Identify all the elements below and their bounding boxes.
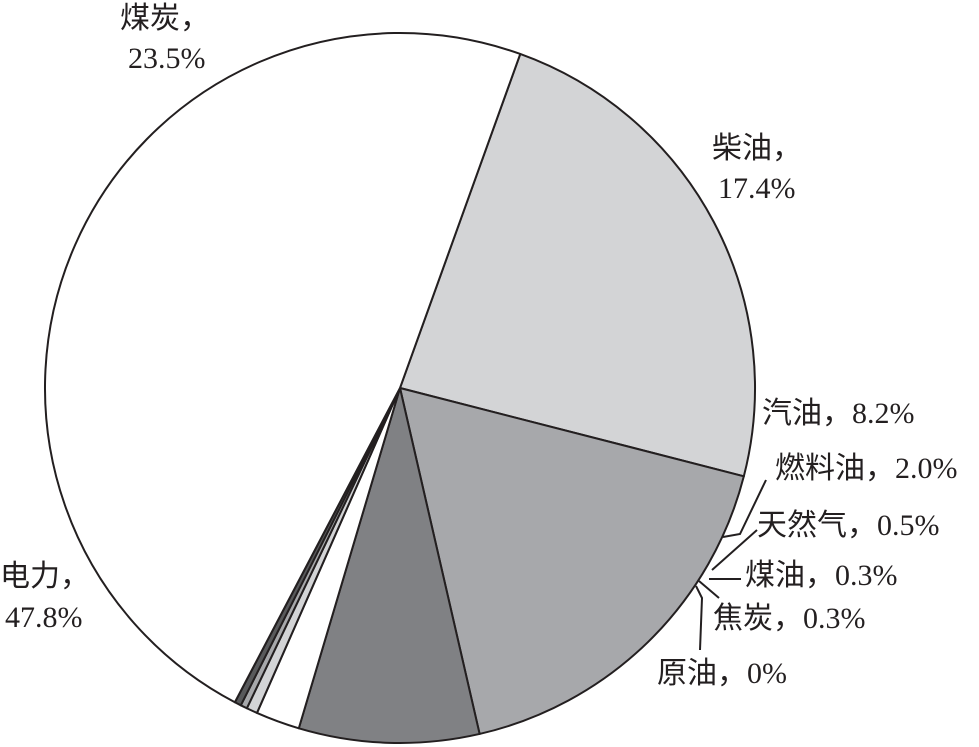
value-label: 17.4% — [718, 172, 796, 205]
data-label: 原油，0% — [657, 657, 787, 690]
pie-slice-9 — [44, 32, 522, 704]
data-label: 燃料油，2.0% — [775, 452, 958, 485]
data-label: 煤油，0.3% — [745, 559, 898, 592]
category-label: 煤炭， — [120, 2, 210, 35]
leader-line-4 — [722, 479, 767, 538]
data-label: 焦炭，0.3% — [713, 602, 866, 635]
leader-line-8 — [695, 585, 704, 651]
pie-slice-2 — [399, 387, 745, 735]
pie-slice-3 — [297, 387, 481, 744]
data-label: 电力， 47.8% — [0, 560, 90, 634]
pie-slice-1 — [399, 52, 756, 478]
data-label: 煤炭， 23.5% — [120, 2, 210, 75]
leader-line-7 — [698, 580, 720, 599]
category-label: 电力， — [0, 560, 90, 593]
data-label: 柴油， 17.4% — [712, 132, 802, 205]
category-label: 柴油， — [712, 132, 802, 165]
leader-line-5 — [711, 529, 758, 571]
data-label: 汽油，8.2% — [762, 397, 915, 430]
value-label: 47.8% — [5, 601, 83, 634]
value-label: 23.5% — [128, 42, 206, 75]
data-label: 天然气，0.5% — [757, 509, 940, 542]
